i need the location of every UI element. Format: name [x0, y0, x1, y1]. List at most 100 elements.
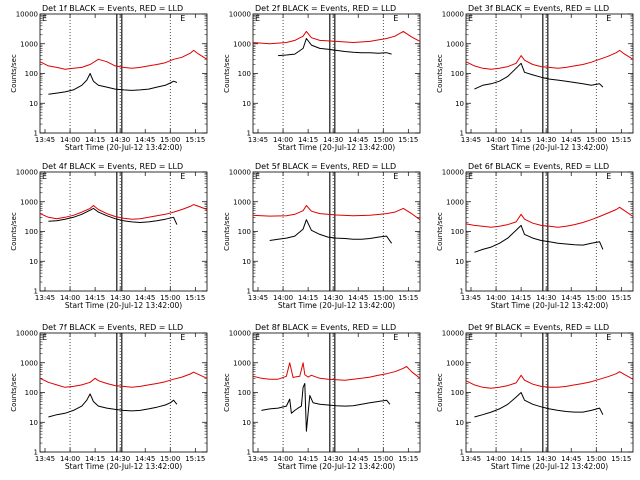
x-tick-label: 14:00: [60, 455, 80, 463]
y-tick-label: 10: [29, 258, 38, 266]
panel-title: Det 2f BLACK = Events, RED = LLD: [255, 4, 396, 13]
y-tick-label: 10000: [16, 11, 38, 19]
y-tick-label: 100: [25, 70, 38, 78]
y-axis-label: Counts/sec: [223, 54, 231, 93]
x-tick-label: 14:45: [561, 136, 581, 144]
x-tick-label: 15:00: [586, 294, 606, 302]
y-tick-label: 10: [242, 419, 251, 427]
x-tick-label: 14:00: [486, 455, 506, 463]
x-tick-label: 15:00: [160, 455, 180, 463]
x-axis-label: Start Time (20-Jul-12 13:42:00): [278, 301, 395, 310]
x-axis-label: Start Time (20-Jul-12 13:42:00): [278, 143, 395, 152]
e-marker-label: E: [180, 14, 185, 23]
y-tick-label: 10000: [442, 11, 464, 19]
lld-series-line: [39, 49, 208, 70]
x-tick-label: 15:00: [373, 455, 393, 463]
x-tick-label: 14:30: [323, 294, 343, 302]
x-tick-label: 13:45: [461, 294, 481, 302]
x-tick-label: 13:45: [35, 455, 55, 463]
y-tick-label: 1: [460, 288, 464, 296]
y-tick-label: 100: [451, 228, 464, 236]
x-tick-label: 15:15: [611, 136, 631, 144]
x-tick-label: 15:00: [373, 136, 393, 144]
x-axis-label: Start Time (20-Jul-12 13:42:00): [491, 462, 608, 471]
y-tick-label: 100: [451, 389, 464, 397]
x-tick-label: 14:15: [85, 136, 105, 144]
panel-title: Det 9f BLACK = Events, RED = LLD: [468, 323, 609, 332]
e-marker-label: E: [42, 333, 47, 342]
x-tick-label: 14:45: [561, 294, 581, 302]
plot-frame: [252, 13, 421, 134]
x-tick-label: 14:30: [536, 294, 556, 302]
x-tick-label: 14:00: [60, 294, 80, 302]
e-marker-label: E: [393, 14, 398, 23]
y-tick-label: 1: [247, 288, 251, 296]
y-axis-label: Counts/sec: [436, 212, 444, 251]
y-tick-label: 10: [29, 100, 38, 108]
y-tick-label: 1000: [233, 40, 251, 48]
y-tick-label: 1: [247, 130, 251, 138]
y-tick-label: 1: [460, 449, 464, 457]
y-tick-label: 10: [455, 258, 464, 266]
y-tick-label: 1: [34, 130, 38, 138]
y-tick-label: 1000: [20, 198, 38, 206]
x-tick-label: 14:45: [135, 294, 155, 302]
y-tick-label: 10000: [229, 11, 251, 19]
y-tick-label: 10: [242, 100, 251, 108]
plot-frame: [39, 332, 208, 453]
panel-title: Det 6f BLACK = Events, RED = LLD: [468, 162, 609, 171]
y-axis-label: Counts/sec: [436, 54, 444, 93]
x-tick-label: 14:15: [298, 294, 318, 302]
x-axis-label: Start Time (20-Jul-12 13:42:00): [278, 462, 395, 471]
y-tick-label: 10000: [16, 330, 38, 338]
y-axis-label: Counts/sec: [436, 373, 444, 412]
events-series-line: [269, 219, 393, 244]
x-tick-label: 13:45: [461, 136, 481, 144]
y-tick-label: 1000: [446, 40, 464, 48]
y-axis-label: Counts/sec: [10, 54, 18, 93]
y-tick-label: 10000: [442, 169, 464, 177]
y-tick-label: 1000: [20, 40, 38, 48]
events-series-line: [474, 62, 604, 90]
x-tick-label: 15:00: [160, 136, 180, 144]
e-marker-label: E: [180, 333, 185, 342]
x-tick-label: 15:15: [185, 294, 205, 302]
x-tick-label: 14:00: [60, 136, 80, 144]
x-tick-label: 15:15: [611, 294, 631, 302]
x-tick-label: 14:30: [323, 136, 343, 144]
e-marker-label: E: [255, 333, 260, 342]
lld-series-line: [252, 362, 421, 381]
x-tick-label: 14:00: [486, 294, 506, 302]
x-tick-label: 15:15: [611, 455, 631, 463]
e-marker-label: E: [393, 333, 398, 342]
e-marker-label: E: [180, 172, 185, 181]
e-marker-label: E: [606, 333, 611, 342]
plot-frame: [465, 332, 634, 453]
y-tick-label: 1000: [446, 198, 464, 206]
x-tick-label: 14:45: [348, 294, 368, 302]
x-tick-label: 14:45: [348, 455, 368, 463]
panel-title: Det 4f BLACK = Events, RED = LLD: [42, 162, 183, 171]
x-tick-label: 14:30: [110, 136, 130, 144]
lld-series-line: [465, 206, 634, 228]
e-marker-label: E: [606, 14, 611, 23]
y-tick-label: 10000: [442, 330, 464, 338]
x-tick-label: 14:15: [298, 136, 318, 144]
x-tick-label: 15:15: [398, 136, 418, 144]
x-tick-label: 13:45: [248, 136, 268, 144]
panel-title: Det 5f BLACK = Events, RED = LLD: [255, 162, 396, 171]
x-tick-label: 15:00: [586, 455, 606, 463]
x-tick-label: 15:00: [160, 294, 180, 302]
e-marker-label: E: [468, 172, 473, 181]
x-axis-label: Start Time (20-Jul-12 13:42:00): [65, 143, 182, 152]
y-tick-label: 10: [455, 419, 464, 427]
y-tick-label: 1: [460, 130, 464, 138]
y-tick-label: 10000: [229, 169, 251, 177]
x-tick-label: 14:15: [298, 455, 318, 463]
